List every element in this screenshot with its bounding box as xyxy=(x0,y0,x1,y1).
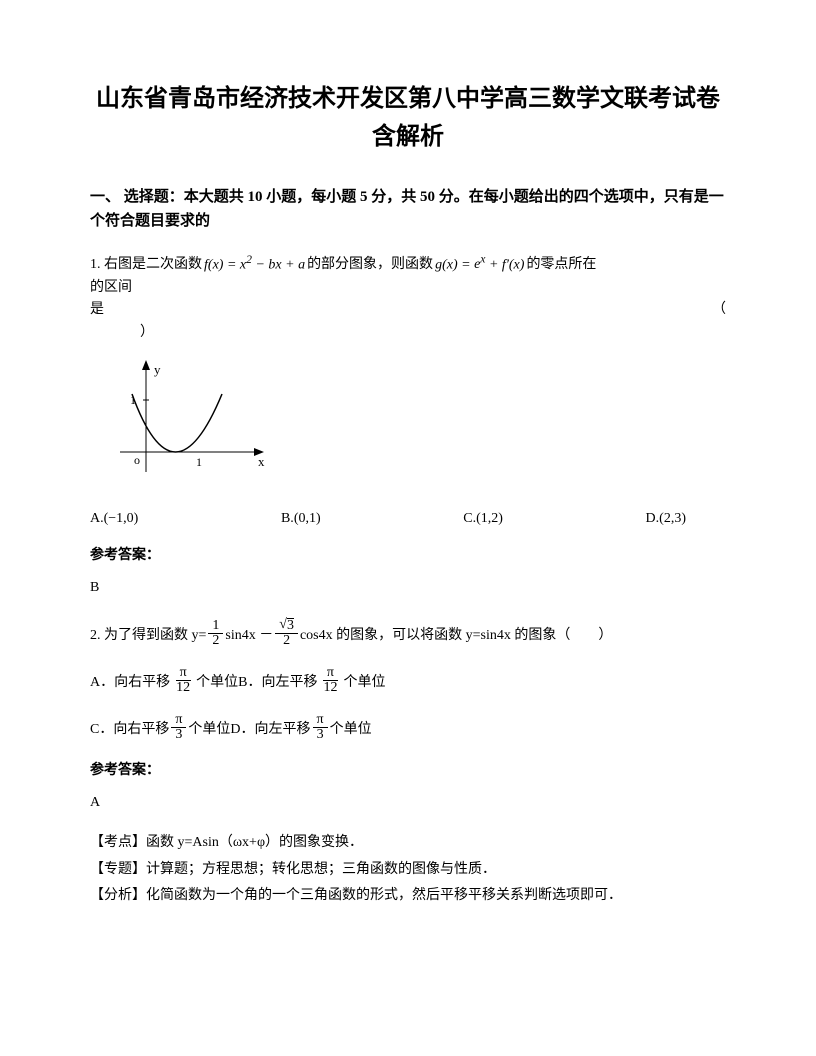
q1-option-a: A. (−1,0) xyxy=(90,508,138,530)
q2-optB-pre: B．向左平移 xyxy=(238,672,317,694)
q2-optB-frac: π 12 xyxy=(319,666,341,695)
q1-answer-value: B xyxy=(90,577,726,599)
q2-answer-value: A xyxy=(90,792,726,814)
question-1: 1. 右图是二次函数 f(x) = x2 − bx + a 的部分图象，则函数 … xyxy=(90,251,726,344)
graph-x-label: x xyxy=(258,454,265,469)
q1-formula-2: g(x) = ex + f′(x) xyxy=(435,251,524,277)
q2-optD-post: 个单位 xyxy=(330,719,372,741)
q1-options: A. (−1,0) B. (0,1) C. (1,2) D. (2,3) xyxy=(90,508,726,530)
q1-answer-label: 参考答案： xyxy=(90,545,726,567)
q1-option-b: B. (0,1) xyxy=(281,508,321,530)
question-2-stem: 2. 为了得到函数 y= 1 2 sin4x － √3 2 cos4x 的图象，… xyxy=(90,618,726,648)
q2-frac2: √3 2 xyxy=(275,618,298,648)
q2-explain-2: 【专题】计算题；方程思想；转化思想；三角函数的图像与性质． xyxy=(90,859,726,881)
q2-optD-pre: D．向左平移 xyxy=(230,719,310,741)
q2-explain-3: 【分析】化简函数为一个角的一个三角函数的形式，然后平移平移关系判断选项即可． xyxy=(90,885,726,907)
section-1-header: 一、 选择题：本大题共 10 小题，每小题 5 分，共 50 分。在每小题给出的… xyxy=(90,185,726,233)
q2-mid1: sin4x － xyxy=(225,625,273,647)
q2-optC-post: 个单位 xyxy=(188,719,230,741)
q1-line3-right: （ xyxy=(712,299,726,321)
q2-answer-label: 参考答案： xyxy=(90,760,726,782)
q2-optC-pre: C．向右平移 xyxy=(90,719,169,741)
q1-option-c: C. (1,2) xyxy=(463,508,503,530)
q1-text-prefix: 1. 右图是二次函数 xyxy=(90,254,202,276)
q2-optB-post: 个单位 xyxy=(343,672,385,694)
q2-explain-1: 【考点】函数 y=Asin（ωx+φ）的图象变换． xyxy=(90,832,726,854)
q1-text-mid2: 的零点所在 xyxy=(526,254,596,276)
q1-line3-left: 是 xyxy=(90,299,104,321)
q1-option-d: D. (2,3) xyxy=(646,508,686,530)
exam-title: 山东省青岛市经济技术开发区第八中学高三数学文联考试卷含解析 xyxy=(90,80,726,157)
q2-optA-frac: π 12 xyxy=(172,666,194,695)
graph-ytick-1: 1 xyxy=(130,393,136,407)
q2-prefix: 2. 为了得到函数 y= xyxy=(90,625,206,647)
q1-line4-right: ） xyxy=(140,325,154,340)
q2-options: A．向右平移 π 12 个单位 B．向左平移 π 12 个单位 C．向右平移 π… xyxy=(90,666,726,742)
q2-optA-pre: A．向右平移 xyxy=(90,672,170,694)
q2-optA-post: 个单位 xyxy=(196,672,238,694)
q1-text-mid1: 的部分图象，则函数 xyxy=(307,254,433,276)
graph-xtick-1: 1 xyxy=(196,455,202,469)
q2-optC-frac: π 3 xyxy=(171,713,186,742)
graph-y-label: y xyxy=(154,362,161,377)
q1-formula-1: f(x) = x2 − bx + a xyxy=(204,251,305,277)
q2-optD-frac: π 3 xyxy=(313,713,328,742)
q1-graph: y x o 1 1 xyxy=(110,356,726,490)
graph-origin-label: o xyxy=(134,453,140,467)
q1-line2: 的区间 xyxy=(90,277,726,299)
q2-frac1: 1 2 xyxy=(208,619,223,648)
q2-mid2: cos4x 的图象，可以将函数 y=sin4x 的图象（ ） xyxy=(300,625,612,647)
